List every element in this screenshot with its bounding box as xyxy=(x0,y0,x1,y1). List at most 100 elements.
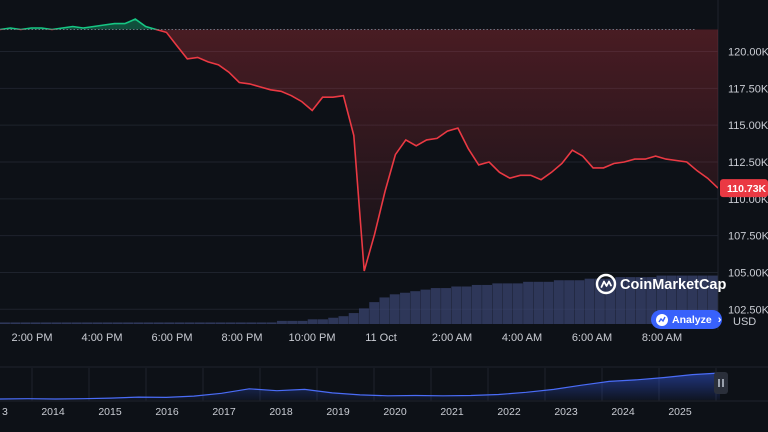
volume-bar xyxy=(225,322,236,324)
volume-bar xyxy=(451,286,462,324)
volume-bars xyxy=(0,275,718,324)
volume-bar xyxy=(471,284,482,324)
volume-bar xyxy=(71,322,82,324)
navigator-year-label: 2015 xyxy=(98,406,122,418)
x-tick-label: 8:00 AM xyxy=(642,332,682,344)
chevron-right-icon: › xyxy=(717,313,722,326)
x-tick-label: 8:00 PM xyxy=(222,332,263,344)
navigator-year-label: 2019 xyxy=(326,406,350,418)
volume-bar xyxy=(61,322,72,324)
volume-bar xyxy=(102,322,113,324)
volume-bar xyxy=(635,277,646,324)
currency-label: USD xyxy=(733,316,756,328)
volume-bar xyxy=(656,275,667,324)
navigator-year-label: 3 xyxy=(2,406,8,418)
y-tick-label: 115.00K xyxy=(728,120,768,132)
volume-bar xyxy=(523,281,534,324)
brand-name: CoinMarketCap xyxy=(620,277,726,293)
brand-watermark: CoinMarketCap xyxy=(595,273,726,295)
volume-bar xyxy=(430,288,441,324)
volume-bar xyxy=(564,280,575,324)
y-tick-label: 120.00K xyxy=(728,47,768,59)
navigator-year-label: 2021 xyxy=(440,406,464,418)
x-tick-label: 10:00 PM xyxy=(288,332,335,344)
volume-bar xyxy=(133,322,144,324)
volume-bar xyxy=(574,280,585,324)
price-area xyxy=(0,18,718,272)
volume-bar xyxy=(543,281,554,324)
volume-bar xyxy=(51,322,62,324)
y-tick-label: 102.50K xyxy=(728,304,768,316)
volume-bar xyxy=(82,322,93,324)
volume-bar xyxy=(605,278,616,324)
volume-bar xyxy=(92,322,103,324)
volume-bar xyxy=(246,322,257,324)
volume-bar xyxy=(687,275,698,324)
volume-bar xyxy=(379,297,390,324)
x-tick-label: 2:00 AM xyxy=(432,332,472,344)
volume-bar xyxy=(348,313,359,324)
current-price-text: 110.73K xyxy=(727,183,767,195)
volume-bar xyxy=(235,322,246,324)
volume-bar xyxy=(615,277,626,324)
volume-bar xyxy=(112,322,123,324)
x-tick-label: 11 Oct xyxy=(365,332,397,344)
y-tick-label: 105.00K xyxy=(728,267,768,279)
volume-bar xyxy=(174,322,185,324)
navigator[interactable]: 3 2014 2015 2016 2017 2018 2019 2020 2021 2022 202… xyxy=(0,368,768,418)
navigator-year-label: 2025 xyxy=(668,406,692,418)
pause-handle-icon[interactable] xyxy=(714,372,728,394)
volume-bar xyxy=(369,302,380,324)
volume-bar xyxy=(441,288,452,324)
volume-bar xyxy=(205,322,216,324)
x-tick-label: 4:00 AM xyxy=(502,332,542,344)
volume-bar xyxy=(194,322,205,324)
volume-bar xyxy=(184,322,195,324)
price-badge-bg xyxy=(720,179,768,198)
volume-bar xyxy=(492,283,503,324)
x-axis: 2:00 PM 4:00 PM 6:00 PM 8:00 PM 10:00 PM 11 O… xyxy=(12,332,683,344)
coinmarketcap-logo-icon xyxy=(595,273,617,295)
navigator-year-label: 2023 xyxy=(554,406,578,418)
volume-bar xyxy=(20,322,31,324)
price-area-above xyxy=(0,19,156,30)
price-line-below xyxy=(0,29,718,272)
navigator-area xyxy=(0,373,720,400)
volume-bar xyxy=(164,322,175,324)
price-area-below xyxy=(0,29,718,271)
volume-bar xyxy=(359,308,369,324)
navigator-year-label: 2020 xyxy=(383,406,407,418)
navigator-year-label: 2016 xyxy=(155,406,179,418)
current-price-badge: 110.73K xyxy=(720,179,768,198)
volume-bar xyxy=(553,280,564,324)
volume-bar xyxy=(584,278,595,324)
y-tick-label: 117.50K xyxy=(728,83,768,95)
analyze-button[interactable]: Analyze › xyxy=(651,310,722,329)
volume-bar xyxy=(256,322,267,324)
volume-bar xyxy=(215,322,226,324)
y-axis: 120.00K117.50K115.00K112.50K110.00K107.5… xyxy=(728,47,768,317)
volume-bar xyxy=(123,322,134,324)
volume-bar xyxy=(410,291,421,324)
volume-bar xyxy=(0,322,10,324)
y-tick-label: 112.50K xyxy=(728,157,768,169)
volume-bar xyxy=(502,283,513,324)
volume-bar xyxy=(307,319,318,324)
analyze-icon xyxy=(656,313,668,326)
volume-bar xyxy=(153,322,164,324)
volume-bar xyxy=(10,322,21,324)
volume-bar xyxy=(666,275,677,324)
volume-bar xyxy=(461,286,472,324)
navigator-year-label: 2017 xyxy=(212,406,236,418)
volume-bar xyxy=(676,275,687,324)
volume-bar xyxy=(482,284,493,324)
navigator-year-label: 2024 xyxy=(611,406,635,418)
volume-bar xyxy=(697,275,708,324)
volume-bar xyxy=(594,278,605,324)
volume-bar xyxy=(338,316,349,324)
volume-bar xyxy=(625,277,636,324)
volume-bar xyxy=(400,292,410,324)
volume-bar xyxy=(328,317,339,324)
analyze-button-label: Analyze xyxy=(672,313,712,326)
